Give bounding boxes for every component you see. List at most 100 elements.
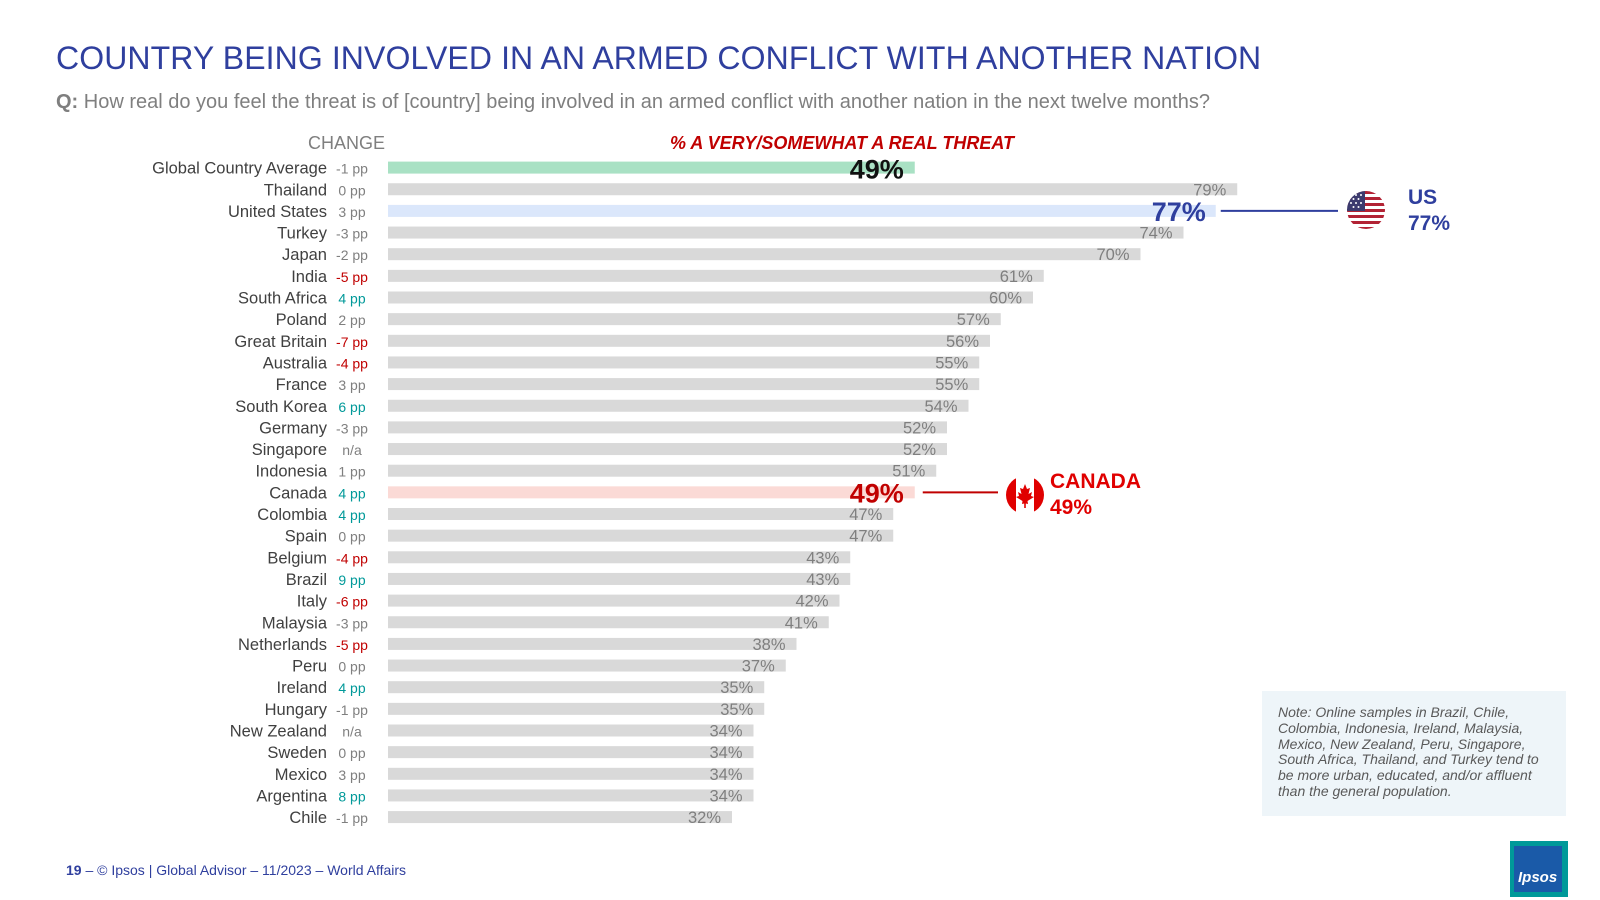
us-callout: US 77% [1408,185,1450,237]
sample-note: Note: Online samples in Brazil, Chile, C… [1262,691,1566,816]
bar-ireland [388,681,765,694]
question-text: How real do you feel the threat is of [c… [83,91,1210,113]
data-label: 43% [806,549,839,567]
change-label: -3 pp [336,420,368,436]
category-label: Hungary [265,701,328,719]
data-label: 79% [1193,181,1226,199]
data-label: 32% [688,809,721,827]
change-label: 0 pp [338,529,365,545]
category-label: Canada [269,484,328,502]
change-label: 9 pp [338,572,365,588]
canada-callout-value: 49% [1050,496,1093,519]
change-label: -2 pp [336,247,368,263]
category-label: South Africa [238,290,328,308]
category-label: Colombia [257,506,328,524]
change-label: -1 pp [336,702,368,718]
data-label: 42% [795,593,828,611]
change-label: 1 pp [338,464,365,480]
footer-text: – © Ipsos | Global Advisor – 11/2023 – W… [85,862,407,878]
bar-argentina [388,789,754,802]
bar-canada [388,486,915,499]
change-label: 0 pp [338,659,365,675]
data-label: 41% [785,614,818,632]
change-label: 3 pp [338,767,365,783]
bar-united-states [388,204,1216,217]
data-label: 77% [1152,197,1206,227]
bar-poland [388,313,1001,326]
bar-peru [388,659,786,672]
category-label: Poland [276,311,327,329]
change-label: -1 pp [336,810,368,826]
category-label: Germany [259,419,328,437]
data-label: 47% [849,528,882,546]
change-label: 2 pp [338,312,365,328]
bar-thailand [388,183,1238,196]
data-label: 55% [935,376,968,394]
bar-japan [388,248,1141,261]
change-label: 3 pp [338,377,365,393]
category-label: Spain [285,528,327,546]
category-label: Mexico [275,766,327,784]
us-callout-value: 77% [1408,212,1451,235]
data-label: 43% [806,571,839,589]
data-label: 55% [935,354,968,372]
data-label: 61% [1000,268,1033,286]
change-column-header: CHANGE [308,133,386,153]
bar-brazil [388,572,851,585]
footer: 19 – © Ipsos | Global Advisor – 11/2023 … [66,862,406,878]
data-label: 56% [946,333,979,351]
bar-india [388,269,1044,282]
category-label: Chile [289,809,327,827]
change-label: -6 pp [336,594,368,610]
category-label: Ireland [277,679,327,697]
change-label: 3 pp [338,204,365,220]
category-label: Brazil [286,571,327,589]
change-label: -5 pp [336,269,368,285]
change-label: n/a [342,724,362,740]
bar-south-korea [388,399,969,412]
data-label: 34% [709,744,742,762]
category-label: Japan [282,246,327,264]
data-label: 35% [720,701,753,719]
change-label: -3 pp [336,226,368,242]
category-label: Peru [292,658,327,676]
logo-mark [1514,846,1562,892]
data-label: 34% [709,723,742,741]
page-title: COUNTRY BEING INVOLVED IN AN ARMED CONFL… [56,40,1262,76]
data-label: 60% [989,290,1022,308]
bar-netherlands [388,637,797,650]
bar-global-country-average [388,161,915,174]
category-label: Argentina [256,787,327,805]
change-label: 4 pp [338,680,365,696]
change-label: 8 pp [338,788,365,804]
us-callout-name: US [1408,186,1438,209]
data-label: 51% [892,463,925,481]
bar-sweden [388,746,754,759]
category-label: Belgium [267,549,327,567]
data-label: 34% [709,787,742,805]
category-label: Sweden [267,744,327,762]
category-label: Australia [263,354,328,372]
category-label: Singapore [252,441,327,459]
bar-singapore [388,443,947,456]
bar-south-africa [388,291,1033,304]
bar-indonesia [388,464,937,477]
category-label: New Zealand [230,723,327,741]
change-label: -4 pp [336,355,368,371]
chart-title: % A VERY/SOMEWHAT A REAL THREAT [670,133,1015,153]
bar-turkey [388,226,1184,239]
change-label: 0 pp [338,182,365,198]
change-label: 4 pp [338,291,365,307]
data-label: 70% [1096,246,1129,264]
data-label: 47% [849,506,882,524]
canada-flag-icon [1006,476,1044,514]
category-label: Malaysia [262,614,328,632]
category-label: United States [228,203,327,221]
category-label: Global Country Average [152,160,327,178]
bar-mexico [388,767,754,780]
category-label: India [291,268,328,286]
change-label: -4 pp [336,550,368,566]
canada-callout: CANADA 49% [1050,469,1141,521]
change-label: 6 pp [338,399,365,415]
bar-germany [388,421,947,434]
